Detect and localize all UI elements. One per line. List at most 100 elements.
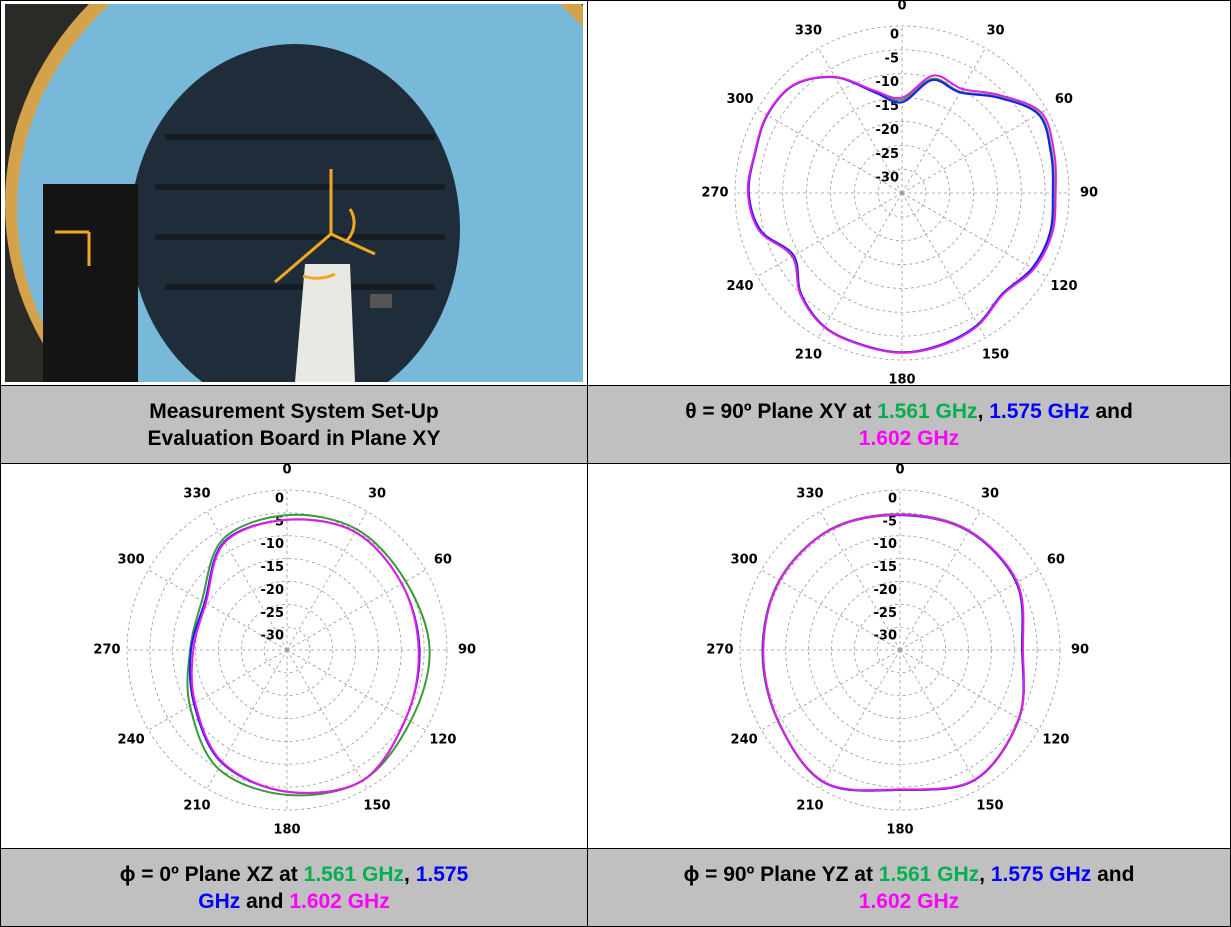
caption-text: 1.561 GHz	[877, 399, 978, 423]
r-tick-label: -25	[876, 147, 900, 162]
angle-label: 30	[981, 487, 999, 502]
photo-cell	[0, 0, 588, 386]
caption-text: Evaluation Board in Plane XY	[147, 426, 441, 450]
angle-label: 240	[731, 733, 758, 748]
caption-text: 1.575	[415, 862, 469, 886]
caption-text: ,	[977, 399, 990, 423]
grid-ring	[218, 581, 356, 719]
caption-text: 1.602 GHz	[858, 426, 960, 450]
grid-ring	[172, 535, 402, 765]
caption-text: 1.561 GHz	[303, 862, 405, 886]
angle-label: 30	[986, 24, 1004, 39]
angle-label: 210	[183, 798, 210, 813]
grid-line	[148, 569, 288, 651]
grid-ring	[240, 603, 334, 697]
caption-text: θ = 90º Plane XY at	[685, 399, 878, 423]
photo	[5, 4, 583, 382]
grid-ring	[149, 512, 425, 788]
r-tick-label: -30	[874, 629, 898, 644]
grid-ring	[263, 626, 311, 674]
angle-label: 180	[273, 823, 300, 838]
pattern-line	[747, 76, 1054, 354]
angle-label: 120	[429, 733, 456, 748]
angle-label: 330	[796, 487, 823, 502]
grid-line	[819, 649, 901, 789]
angle-label: 300	[731, 553, 758, 568]
r-tick-label: -30	[876, 171, 900, 186]
angle-label: 90	[458, 643, 476, 658]
r-tick-label: -10	[261, 537, 285, 552]
grid-ring	[758, 49, 1046, 337]
r-tick-label: -10	[876, 75, 900, 90]
r-tick-label: -20	[874, 583, 898, 598]
grid-line	[286, 569, 426, 651]
grid-line	[901, 109, 1047, 194]
grid-line	[757, 109, 903, 194]
caption-text: Measurement System Set-Up	[149, 399, 439, 423]
pattern-line	[190, 518, 420, 794]
caption: Measurement System Set-Up Evaluation Boar…	[0, 385, 588, 464]
angle-label: 180	[888, 373, 915, 388]
pattern-line	[747, 76, 1055, 354]
grid-line	[761, 569, 901, 651]
grid-line	[819, 511, 901, 651]
r-tick-label: -10	[874, 537, 898, 552]
caption-line: ϕ = 90º Plane YZ at 1.561 GHz, 1.575 GHz…	[684, 861, 1135, 888]
angle-label: 120	[1042, 733, 1069, 748]
grid-ring	[877, 168, 927, 218]
caption-text: 1.575 GHz	[989, 399, 1090, 423]
grid-line	[206, 649, 288, 789]
grid-ring	[806, 97, 998, 289]
grid-line	[899, 511, 981, 651]
caption-text: ϕ = 0º Plane XZ at	[119, 862, 304, 886]
caption-line: Evaluation Board in Plane XY	[148, 425, 441, 452]
caption-text: and	[240, 889, 290, 913]
caption-text: and	[1089, 399, 1133, 423]
caption-line: Measurement System Set-Up	[149, 398, 438, 425]
angle-label: 270	[93, 643, 120, 658]
angle-label: 270	[706, 643, 733, 658]
angle-label: 60	[434, 553, 452, 568]
r-tick-label: 0	[888, 492, 897, 507]
r-tick-label: -20	[876, 123, 900, 138]
grid-line	[818, 192, 903, 338]
angle-label: 90	[1071, 643, 1089, 658]
caption-line: θ = 90º Plane XY at 1.561 GHz, 1.575 GHz…	[685, 398, 1133, 425]
angle-label: 270	[701, 186, 728, 201]
caption-text: ,	[404, 862, 416, 886]
grid-line	[761, 649, 901, 731]
angle-label: 240	[726, 279, 753, 294]
angle-label: 330	[795, 24, 822, 39]
angle-label: 330	[183, 487, 210, 502]
caption-text: ϕ = 90º Plane YZ at	[683, 862, 879, 886]
grid-line	[899, 649, 1039, 731]
caption-text: 1.575 GHz	[990, 862, 1092, 886]
caption-text: GHz	[198, 889, 241, 913]
angle-label: 240	[118, 733, 145, 748]
caption-text: 1.561 GHz	[878, 862, 980, 886]
r-tick-label: -15	[874, 560, 898, 575]
grid-ring	[126, 489, 448, 811]
angle-label: 210	[795, 347, 822, 362]
grid-line	[899, 569, 1039, 651]
grid-ring	[782, 73, 1022, 313]
angle-label: 0	[897, 0, 906, 14]
caption: ϕ = 90º Plane YZ at 1.561 GHz, 1.575 GHz…	[587, 848, 1231, 927]
angle-label: 150	[976, 798, 1003, 813]
angle-label: 300	[726, 92, 753, 107]
r-tick-label: -15	[261, 560, 285, 575]
grid-line	[148, 649, 288, 731]
grid-line	[286, 649, 368, 789]
grid-ring	[734, 25, 1070, 361]
r-tick-label: -15	[876, 99, 900, 114]
grid-ring	[785, 535, 1015, 765]
r-tick-label: -5	[883, 514, 897, 529]
angle-label: 60	[1047, 553, 1065, 568]
caption-line: 1.602 GHz	[859, 888, 959, 915]
r-tick-label: -20	[261, 583, 285, 598]
r-tick-label: -30	[261, 629, 285, 644]
grid-ring	[739, 489, 1061, 811]
angle-label: 150	[982, 347, 1009, 362]
